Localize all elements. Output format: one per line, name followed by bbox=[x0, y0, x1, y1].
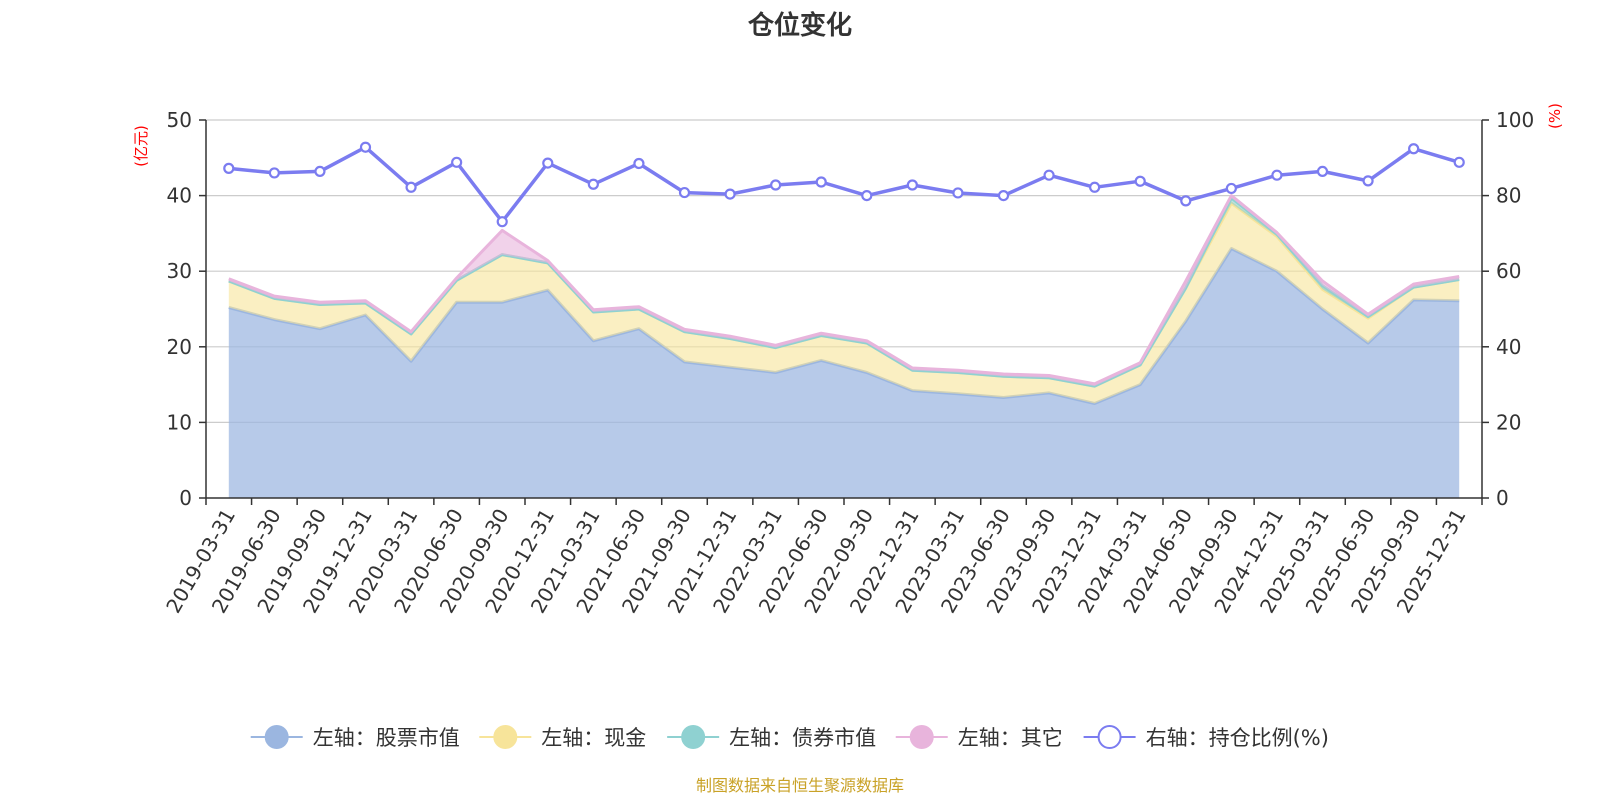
left-tick-label: 40 bbox=[167, 184, 192, 208]
right-tick-label: 0 bbox=[1496, 486, 1509, 510]
right-tick-label: 80 bbox=[1496, 184, 1521, 208]
ratio-point bbox=[1180, 195, 1192, 207]
legend-item: 左轴：现金 bbox=[479, 725, 646, 750]
ratio-point bbox=[1134, 175, 1146, 187]
legend-marker bbox=[264, 725, 289, 749]
ratio-point bbox=[542, 157, 554, 169]
legend-marker bbox=[681, 725, 706, 749]
legend-label: 右轴：持仓比例(%) bbox=[1146, 726, 1329, 750]
legend-item: 左轴：其它 bbox=[895, 725, 1063, 750]
ratio-point bbox=[359, 141, 372, 153]
ratio-point bbox=[587, 178, 599, 190]
legend-label: 左轴：现金 bbox=[541, 726, 646, 750]
legend-marker bbox=[909, 725, 934, 749]
ratio-point bbox=[1225, 182, 1237, 195]
left-tick-label: 30 bbox=[167, 259, 192, 283]
left-tick-label: 10 bbox=[167, 410, 192, 434]
ratio-point bbox=[724, 188, 736, 200]
ratio-point bbox=[223, 162, 235, 174]
ratio-point bbox=[451, 156, 463, 168]
ratio-line bbox=[223, 141, 1465, 228]
legend-item: 右轴：持仓比例(%) bbox=[1083, 725, 1329, 750]
ratio-point bbox=[1453, 156, 1465, 168]
ratio-polyline bbox=[228, 145, 1460, 224]
ratio-point bbox=[815, 176, 827, 188]
right-axis-unit: (%) bbox=[1546, 103, 1564, 129]
ratio-point bbox=[1362, 175, 1374, 187]
right-tick-label: 100 bbox=[1496, 108, 1534, 132]
stacked-areas bbox=[228, 194, 1460, 498]
ratio-point bbox=[1043, 169, 1055, 181]
legend-marker bbox=[493, 725, 518, 749]
ratio-point bbox=[1271, 169, 1283, 181]
ratio-point bbox=[268, 167, 280, 179]
ratio-point bbox=[678, 186, 691, 199]
legend-item: 左轴：股票市值 bbox=[250, 725, 460, 750]
area-cash bbox=[228, 203, 1460, 404]
area-stock-value bbox=[228, 248, 1460, 498]
legend-label: 左轴：债券市值 bbox=[729, 726, 876, 750]
ratio-point bbox=[405, 181, 417, 193]
legend-item: 左轴：债券市值 bbox=[667, 725, 876, 750]
right-tick-label: 20 bbox=[1496, 410, 1521, 434]
ratio-point bbox=[314, 165, 326, 178]
ratio-point bbox=[770, 179, 782, 191]
left-tick-label: 50 bbox=[167, 108, 192, 132]
ratio-point bbox=[1408, 143, 1420, 155]
left-tick-label: 0 bbox=[179, 486, 192, 510]
legend: 左轴：股票市值 左轴：现金 左轴：债券市值 左轴：其它 右轴：持仓比例(%) bbox=[250, 725, 1329, 750]
ratio-point bbox=[1316, 165, 1329, 178]
ratio-point bbox=[997, 190, 1010, 202]
ratio-point bbox=[496, 216, 508, 228]
left-axis-unit: (亿元) bbox=[132, 125, 150, 167]
right-tick-label: 40 bbox=[1496, 335, 1521, 359]
legend-label: 左轴：其它 bbox=[958, 726, 1063, 750]
right-tick-label: 60 bbox=[1496, 259, 1521, 283]
source-note: 制图数据来自恒生聚源数据库 bbox=[696, 776, 904, 795]
ratio-point bbox=[1089, 181, 1101, 193]
left-tick-label: 20 bbox=[167, 335, 192, 359]
ratio-point bbox=[906, 179, 918, 191]
ratio-point bbox=[952, 187, 964, 199]
area-line-other bbox=[228, 194, 1460, 386]
ratio-point bbox=[861, 190, 873, 202]
legend-label: 左轴：股票市值 bbox=[313, 726, 460, 750]
chart-title: 仓位变化 bbox=[747, 10, 852, 41]
legend-marker bbox=[1097, 725, 1122, 749]
ratio-point bbox=[633, 157, 645, 170]
